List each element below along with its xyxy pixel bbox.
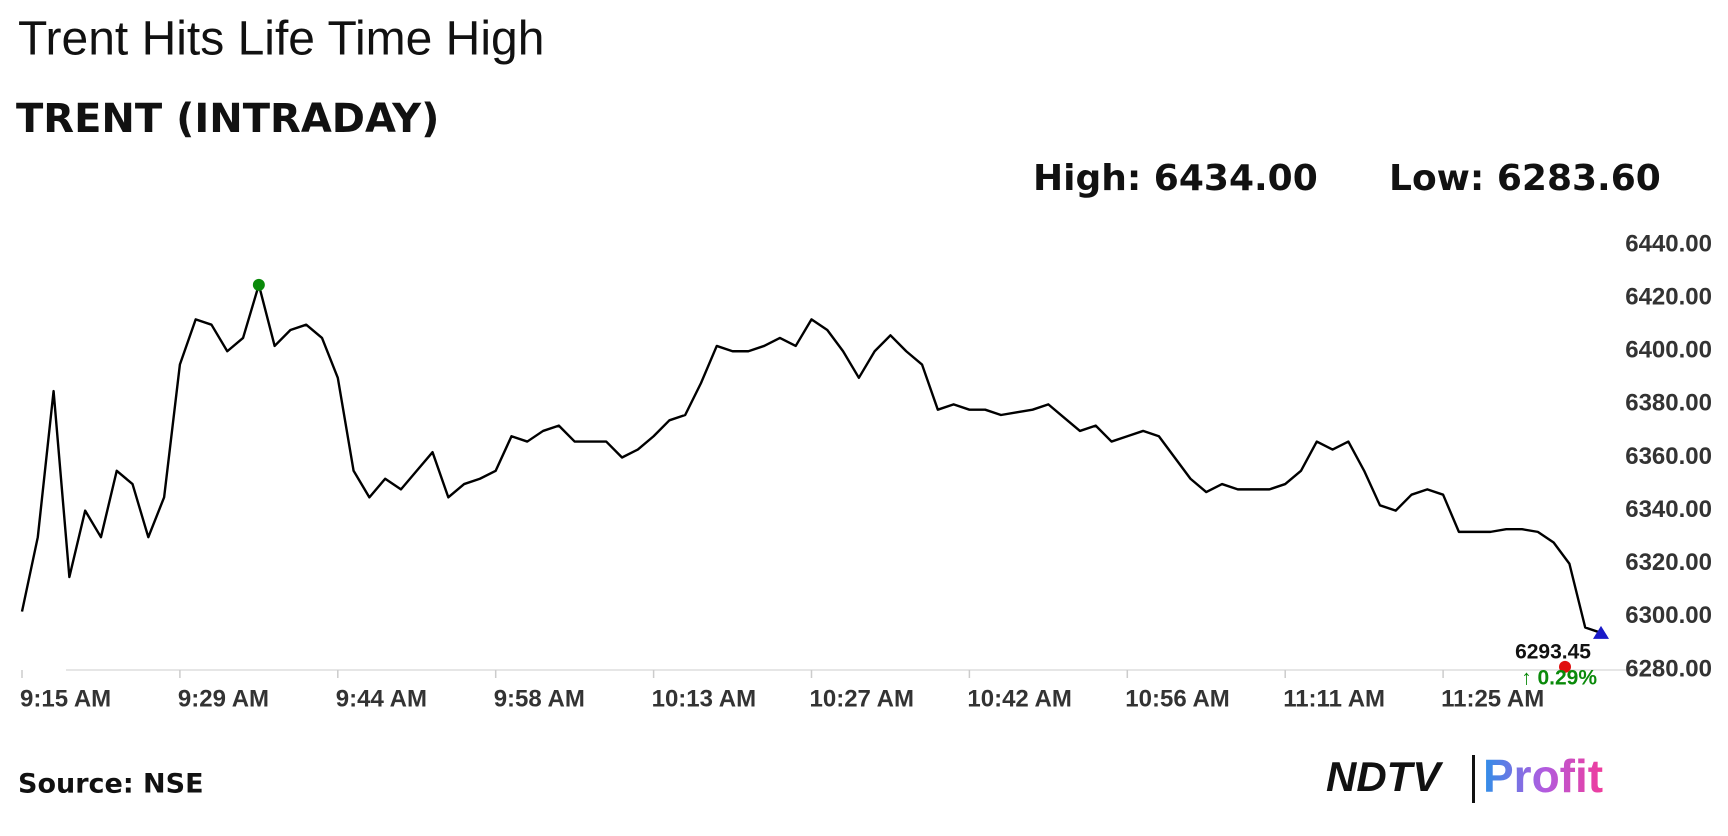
- y-tick-label: 6300.00: [1625, 602, 1712, 629]
- y-tick-label: 6440.00: [1625, 230, 1712, 257]
- chart-subtitle: TRENT (INTRADAY): [16, 96, 439, 142]
- end-marker: [1593, 625, 1609, 639]
- last-value-label: 6293.45: [1515, 640, 1591, 663]
- logo-divider: [1472, 755, 1475, 803]
- x-tick-label: 9:58 AM: [494, 685, 585, 712]
- x-tick-label: 10:13 AM: [652, 685, 756, 712]
- change-label: ↑ 0.29%: [1521, 666, 1597, 689]
- logo-profit: Profit: [1483, 750, 1603, 802]
- high-marker: [252, 278, 265, 291]
- source: Source: NSE: [18, 769, 204, 800]
- x-tick-label: 10:42 AM: [967, 685, 1071, 712]
- x-tick-label: 9:15 AM: [20, 685, 111, 712]
- y-tick-label: 6380.00: [1625, 390, 1712, 417]
- low-label: Low: 6283.60: [1389, 158, 1661, 199]
- x-tick-label: 11:11 AM: [1283, 685, 1385, 712]
- logo-ndtv: NDTV: [1326, 753, 1443, 800]
- y-tick-label: 6340.00: [1625, 496, 1712, 523]
- x-tick-label: 10:27 AM: [810, 685, 914, 712]
- y-tick-label: 6400.00: [1625, 337, 1712, 364]
- y-tick-label: 6320.00: [1625, 549, 1712, 576]
- last-marker: [1559, 660, 1571, 673]
- x-tick-label: 10:56 AM: [1125, 685, 1229, 712]
- x-tick-label: 11:25 AM: [1441, 685, 1544, 712]
- price-line: [20, 283, 1602, 634]
- high-label: High: 6434.00: [1033, 158, 1318, 199]
- y-tick-label: 6360.00: [1625, 443, 1712, 470]
- x-tick-label: 9:44 AM: [336, 685, 427, 712]
- y-tick-label: 6420.00: [1625, 283, 1712, 310]
- y-tick-label: 6280.00: [1625, 655, 1712, 682]
- chart-title: Trent Hits Life Time High: [18, 13, 544, 66]
- x-tick-label: 9:29 AM: [178, 685, 269, 712]
